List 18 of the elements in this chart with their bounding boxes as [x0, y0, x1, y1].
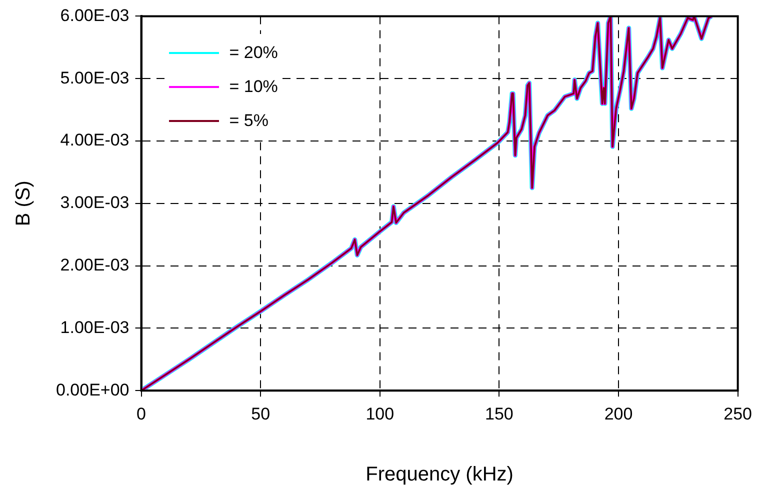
x-tick-label: 250: [724, 404, 752, 424]
x-tick-label: 100: [366, 404, 394, 424]
legend-label: = 10%: [229, 77, 278, 98]
legend-label: = 5%: [229, 111, 268, 132]
y-tick-label: 0.00E+00: [56, 380, 130, 400]
y-tick-label: 6.00E-03: [60, 6, 130, 25]
x-tick-label: 200: [604, 404, 633, 424]
y-tick-label: 5.00E-03: [60, 68, 130, 88]
x-tick-label: 50: [251, 404, 270, 424]
y-tick-label: 4.00E-03: [60, 130, 130, 150]
y-tick-label: 3.00E-03: [60, 193, 130, 212]
x-axis-title: Frequency (kHz): [366, 464, 514, 486]
x-tick-label: 0: [136, 404, 146, 424]
y-tick-label: 2.00E-03: [60, 255, 130, 274]
x-tick-label: 150: [485, 404, 514, 424]
y-axis-title: B (S): [12, 180, 35, 226]
y-tick-label: 1.00E-03: [60, 318, 130, 337]
legend-label: = 20%: [229, 43, 278, 64]
